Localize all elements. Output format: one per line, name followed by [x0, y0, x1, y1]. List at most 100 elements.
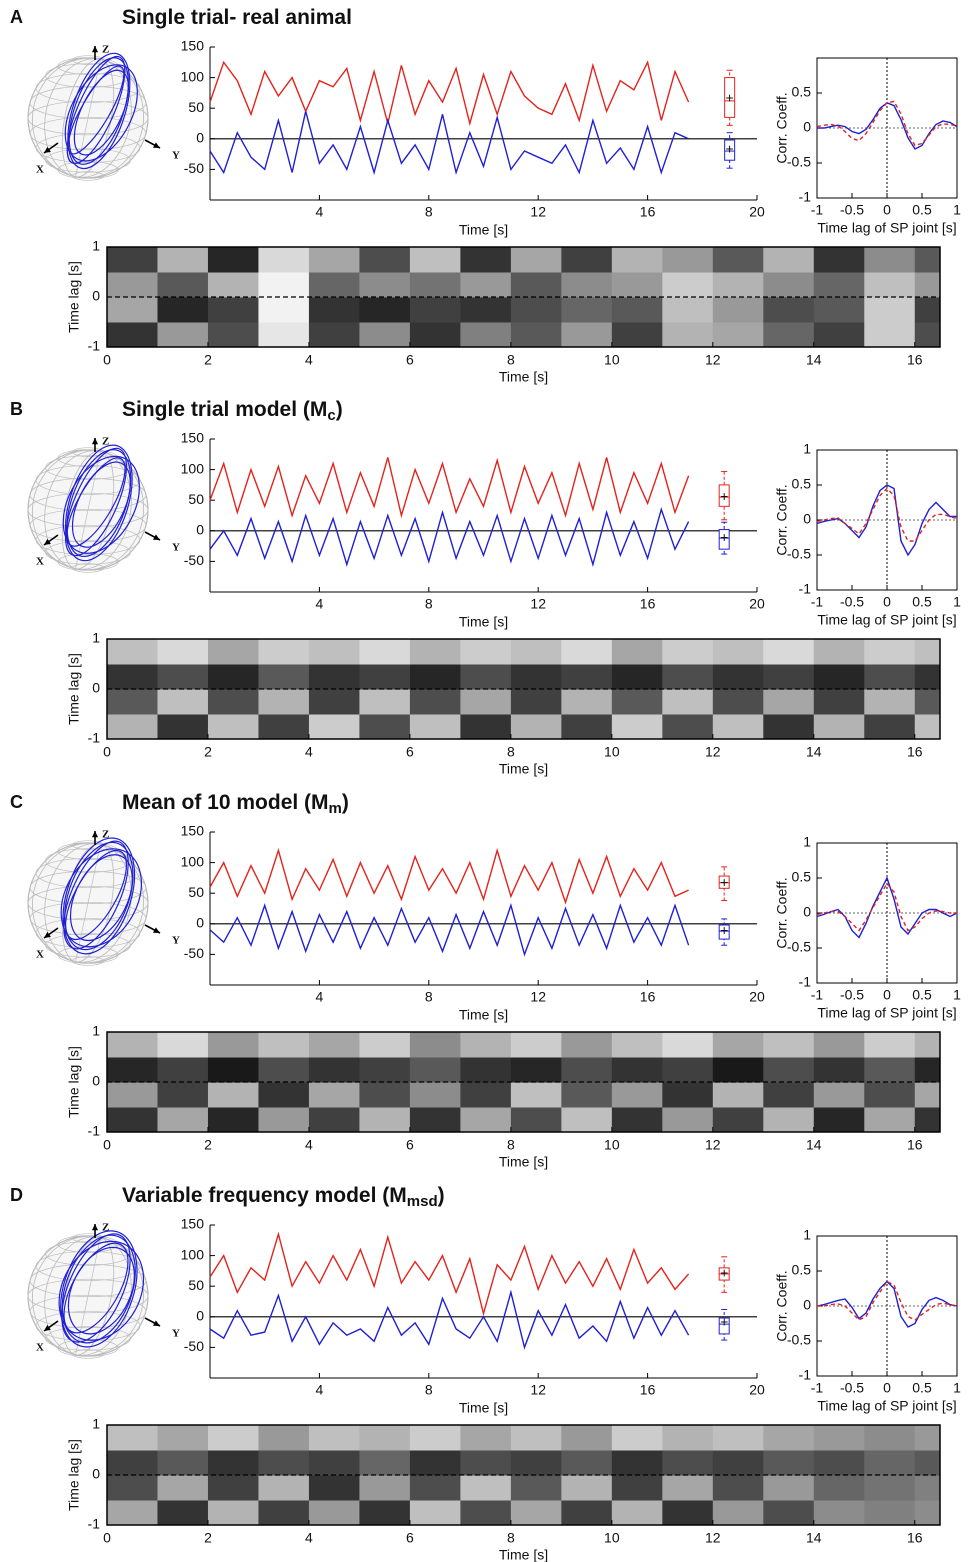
- heat-cell: [409, 1032, 461, 1058]
- panel-letter: A: [10, 7, 23, 27]
- heat-cell: [258, 639, 310, 665]
- x-tick-label: 2: [204, 744, 212, 760]
- x-axis-label: Time [s]: [459, 222, 508, 238]
- x-axis-label: Time [s]: [499, 369, 548, 385]
- heat-cell: [611, 272, 663, 298]
- heat-cell: [611, 1475, 663, 1501]
- heat-cell: [712, 322, 764, 348]
- trajectory: [64, 64, 138, 162]
- heat-cell: [662, 1475, 714, 1501]
- heat-cell: [864, 664, 916, 690]
- y-tick-label: 150: [181, 1216, 205, 1232]
- heat-cell: [662, 247, 714, 273]
- heat-cell: [864, 689, 916, 715]
- heat-cell: [409, 297, 461, 323]
- x-tick-label: 8: [507, 1137, 515, 1153]
- y-axis-label: Corr. Coeff.: [774, 92, 790, 163]
- heat-cell: [460, 1425, 512, 1451]
- heat-cell: [207, 1032, 259, 1058]
- x-tick-label: 12: [530, 989, 546, 1005]
- heat-cell: [662, 689, 714, 715]
- heat-cell: [258, 272, 310, 298]
- trajectory: [69, 854, 133, 942]
- heat-cell: [813, 1082, 865, 1108]
- heat-cell: [763, 1082, 815, 1108]
- sphere-meridian: [32, 842, 144, 964]
- x-axis-label: Time lag of SP joint [s]: [817, 1005, 956, 1021]
- title-part: msd: [407, 1193, 438, 1210]
- heat-cell: [460, 1057, 512, 1083]
- panel-title: Single trial- real animal: [122, 6, 352, 29]
- heat-cell: [813, 1425, 865, 1451]
- sphere-label: X: [36, 164, 44, 176]
- heat-cell: [763, 1450, 815, 1476]
- box-mean: +: [720, 874, 728, 890]
- heat-cell: [207, 1082, 259, 1108]
- heat-cell: [864, 1450, 916, 1476]
- heat-cell: [813, 322, 865, 348]
- y-tick-label: 50: [188, 491, 204, 507]
- y-tick-label: -1: [799, 1367, 812, 1383]
- heat-cell: [712, 1057, 764, 1083]
- heat-cell: [258, 247, 310, 273]
- sphere-label: Z: [102, 44, 109, 56]
- trajectory: [60, 848, 142, 948]
- x-tick-label: 16: [640, 596, 656, 612]
- heat-cell: [409, 1082, 461, 1108]
- title-part: Variable frequency model (M: [122, 1184, 407, 1207]
- heat-cell: [308, 272, 360, 298]
- x-axis-label: Time lag of SP joint [s]: [817, 220, 956, 236]
- title-part: m: [329, 800, 342, 817]
- y-tick-label: 0.5: [792, 476, 812, 492]
- heat-cell: [359, 1450, 411, 1476]
- y-tick-label: 150: [181, 38, 205, 54]
- heat-cell: [207, 1500, 259, 1526]
- heat-cell: [207, 1450, 259, 1476]
- heat-cell: [258, 1032, 310, 1058]
- series-line: [817, 1280, 958, 1321]
- y-tick-label: 50: [188, 99, 204, 115]
- heat-cell: [813, 639, 865, 665]
- x-tick-label: 20: [749, 204, 765, 220]
- series-line: [209, 507, 690, 568]
- heat-cell: [864, 639, 916, 665]
- x-tick-label: 6: [406, 744, 414, 760]
- heat-cell: [107, 247, 158, 273]
- y-tick-label: 50: [188, 884, 204, 900]
- x-tick-label: 4: [316, 989, 324, 1005]
- x-tick-label: 16: [907, 744, 923, 760]
- heat-cell: [460, 1032, 512, 1058]
- heat-cell: [712, 1500, 764, 1526]
- heat-cell: [207, 714, 259, 740]
- y-tick-label: 150: [181, 430, 205, 446]
- heat-cell: [107, 714, 158, 740]
- heat-cell: [914, 639, 941, 665]
- heat-cell: [510, 664, 562, 690]
- z-arrow-head: [91, 438, 99, 445]
- y-tick-label: -1: [88, 1123, 101, 1139]
- x-tick-label: 6: [406, 352, 414, 368]
- heat-cell: [157, 1032, 209, 1058]
- sphere: [27, 52, 149, 181]
- title-part: Mean of 10 model (M: [122, 791, 329, 814]
- heat-cell: [813, 664, 865, 690]
- sphere: [27, 837, 149, 966]
- heat-cell: [813, 1032, 865, 1058]
- heat-cell: [763, 297, 815, 323]
- heat-cell: [308, 1500, 360, 1526]
- x-tick-label: -1: [811, 1380, 824, 1396]
- panel-title: Variable frequency model (Mmsd): [122, 1184, 445, 1210]
- x-tick-label: 12: [530, 204, 546, 220]
- heat-cell: [107, 1057, 158, 1083]
- heat-cell: [763, 1032, 815, 1058]
- heat-cell: [258, 297, 310, 323]
- heat-cell: [409, 247, 461, 273]
- heat-cell: [359, 247, 411, 273]
- x-tick-label: 10: [604, 1137, 620, 1153]
- heat-cell: [258, 1500, 310, 1526]
- heat-cell: [914, 1107, 941, 1133]
- x-tick-label: 0: [103, 1137, 111, 1153]
- heat-cell: [258, 1107, 310, 1133]
- heat-cell: [763, 1475, 815, 1501]
